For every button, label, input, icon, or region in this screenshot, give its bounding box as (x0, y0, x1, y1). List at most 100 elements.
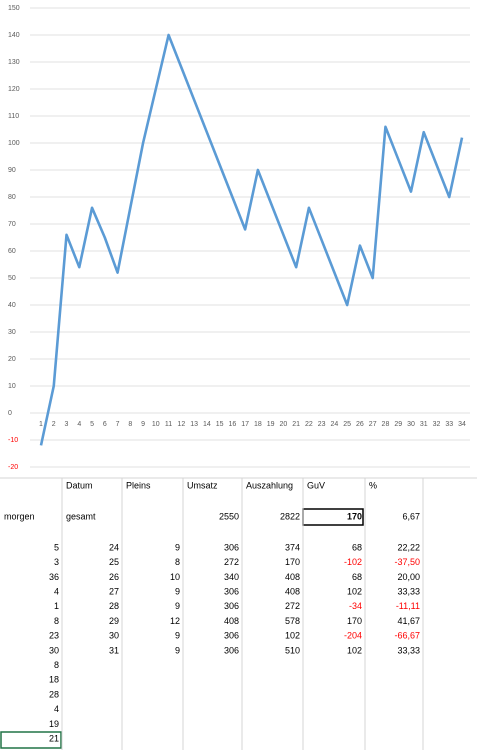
x-tick-label: 5 (90, 421, 94, 428)
x-tick-label: 22 (305, 421, 313, 428)
y-tick-label: -20 (8, 464, 18, 471)
cell-text: 408 (285, 572, 300, 582)
x-tick-label: 6 (103, 421, 107, 428)
x-tick-label: 1 (39, 421, 43, 428)
cell-text: 30 (49, 645, 59, 655)
x-tick-label: 32 (433, 421, 441, 428)
cell-text: 9 (175, 542, 180, 552)
y-tick-label: -10 (8, 437, 18, 444)
cell-text: 4 (54, 586, 59, 596)
y-tick-label: 100 (8, 140, 20, 147)
x-tick-label: 29 (394, 421, 402, 428)
cell-text: 102 (285, 631, 300, 641)
cell-text: 24 (109, 542, 119, 552)
cell-text: 28 (49, 689, 59, 699)
cell-text: 29 (109, 616, 119, 626)
cell-text: 30 (109, 631, 119, 641)
cell-text: 2822 (280, 511, 300, 521)
cell-text: -11,11 (396, 601, 420, 611)
cell-text: 2550 (219, 511, 239, 521)
y-tick-label: 120 (8, 86, 20, 93)
x-tick-label: 28 (382, 421, 390, 428)
cell-text: 1 (54, 601, 59, 611)
cell-text: 9 (175, 631, 180, 641)
cell-text: 26 (109, 572, 119, 582)
x-tick-label: 19 (267, 421, 275, 428)
x-tick-label: 21 (292, 421, 300, 428)
cell-text: -102 (344, 557, 362, 567)
y-tick-label: 90 (8, 167, 16, 174)
cell-text: 3 (54, 557, 59, 567)
x-tick-label: 24 (331, 421, 339, 428)
x-tick-label: 27 (369, 421, 377, 428)
cell-text: 9 (175, 586, 180, 596)
cell-text: 306 (224, 631, 239, 641)
cell-text: 170 (347, 511, 362, 521)
x-tick-label: 14 (203, 421, 211, 428)
x-tick-label: 15 (216, 421, 224, 428)
cell-text: 28 (109, 601, 119, 611)
cell-text: 25 (109, 557, 119, 567)
cell-text: 4 (54, 704, 59, 714)
selected-cell (0, 731, 62, 749)
x-tick-label: 18 (254, 421, 262, 428)
cell-text: % (369, 480, 377, 490)
y-tick-label: 20 (8, 356, 16, 363)
y-tick-label: 110 (8, 113, 19, 120)
cell-text: 8 (54, 616, 59, 626)
cell-text: 306 (224, 542, 239, 552)
x-tick-label: 8 (128, 421, 132, 428)
y-tick-label: 40 (8, 302, 16, 309)
cell-text: Umsatz (187, 480, 218, 490)
cell-text: 22,22 (397, 542, 420, 552)
y-tick-label: 140 (8, 32, 20, 39)
cell-text: 8 (54, 660, 59, 670)
x-tick-label: 7 (116, 421, 120, 428)
x-tick-label: 13 (190, 421, 198, 428)
y-tick-label: 80 (8, 194, 16, 201)
x-tick-label: 26 (356, 421, 364, 428)
x-tick-label: 2 (52, 421, 56, 428)
x-tick-label: 3 (65, 421, 69, 428)
x-tick-label: 16 (228, 421, 236, 428)
x-tick-label: 12 (177, 421, 185, 428)
cell-text: 578 (285, 616, 300, 626)
cell-text: -34 (349, 601, 362, 611)
cell-text: gesamt (66, 511, 96, 521)
x-tick-label: 34 (458, 421, 466, 428)
cell-text: 170 (285, 557, 300, 567)
cell-text: 19 (49, 719, 59, 729)
cell-text: 10 (170, 572, 180, 582)
cell-text: morgen (4, 511, 35, 521)
cell-text: 36 (49, 572, 59, 582)
x-tick-label: 17 (241, 421, 249, 428)
cell-text: 102 (347, 645, 362, 655)
x-tick-label: 30 (407, 421, 415, 428)
cell-text: -66,67 (394, 631, 420, 641)
y-tick-label: 130 (8, 59, 20, 66)
x-tick-label: 23 (318, 421, 326, 428)
cell-text: 23 (49, 631, 59, 641)
y-tick-label: 60 (8, 248, 16, 255)
cell-text: 306 (224, 645, 239, 655)
x-tick-label: 25 (343, 421, 351, 428)
cell-text: 21 (49, 733, 59, 743)
x-tick-label: 9 (141, 421, 145, 428)
y-tick-label: 150 (8, 5, 20, 12)
cell-text: 6,67 (402, 511, 420, 521)
cell-text: 27 (109, 586, 119, 596)
y-tick-label: 70 (8, 221, 16, 228)
cell-text: 18 (49, 675, 59, 685)
cell-text: 374 (285, 542, 300, 552)
cell-text: 170 (347, 616, 362, 626)
cell-text: 408 (285, 586, 300, 596)
cell-text: 306 (224, 586, 239, 596)
y-tick-label: 10 (8, 383, 16, 390)
cell-text: 9 (175, 601, 180, 611)
cell-text: 68 (352, 572, 362, 582)
cell-text: 102 (347, 586, 362, 596)
line-series (39, 33, 464, 446)
x-tick-label: 10 (152, 421, 160, 428)
